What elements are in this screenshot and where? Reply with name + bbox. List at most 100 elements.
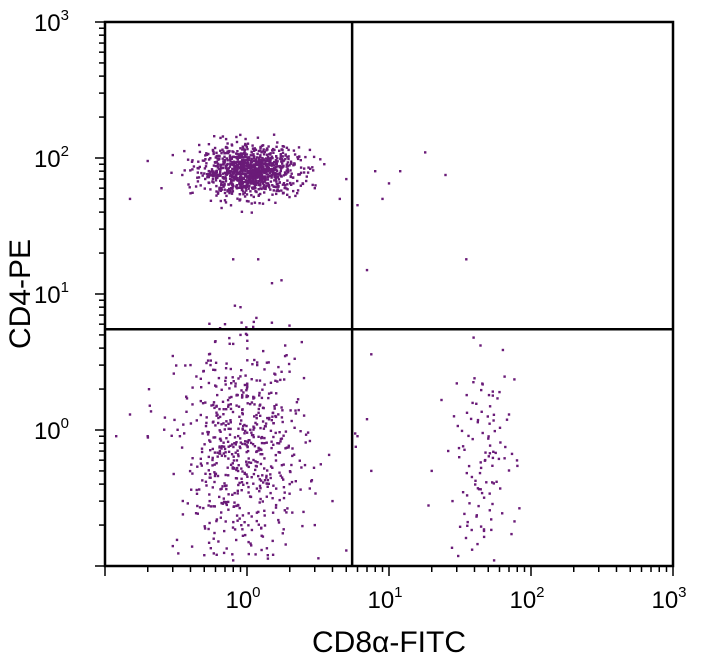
data-point [259, 462, 263, 466]
data-point [282, 145, 286, 148]
data-point [216, 166, 220, 169]
data-point [247, 156, 251, 160]
data-point [284, 184, 287, 187]
data-point [200, 447, 204, 450]
data-point [246, 449, 250, 453]
data-point [229, 463, 233, 466]
data-point [280, 476, 284, 479]
data-point [217, 191, 220, 194]
data-point [274, 178, 277, 182]
data-point [301, 524, 304, 528]
data-point [208, 439, 211, 442]
data-point [198, 150, 202, 154]
data-point [268, 186, 271, 189]
data-point [226, 189, 229, 192]
data-point [257, 449, 260, 452]
data-point [304, 441, 307, 444]
data-point [247, 159, 251, 162]
data-point [256, 363, 259, 367]
data-point [271, 147, 275, 151]
data-point [244, 167, 248, 171]
data-point [221, 180, 224, 184]
data-point [279, 378, 282, 382]
data-point [229, 444, 232, 447]
data-point [255, 156, 259, 159]
x-tick-exponent: 3 [678, 584, 686, 601]
data-point [252, 482, 255, 485]
data-point [214, 384, 217, 387]
data-point [229, 403, 232, 406]
data-point [226, 159, 229, 162]
data-point [254, 190, 257, 193]
data-point [249, 162, 252, 165]
data-point [250, 211, 253, 214]
data-point [244, 175, 247, 178]
data-point [245, 395, 248, 399]
data-point [491, 481, 494, 484]
data-point [290, 183, 293, 186]
data-point [292, 182, 295, 185]
data-point [495, 480, 498, 483]
data-point [291, 511, 294, 514]
data-point [225, 420, 228, 423]
data-point [263, 191, 266, 194]
data-point [247, 491, 250, 494]
data-point [226, 167, 230, 171]
data-point [263, 524, 267, 527]
data-point [262, 163, 266, 166]
data-point [248, 184, 251, 188]
data-point [231, 553, 234, 556]
data-point [240, 160, 243, 163]
data-point [304, 433, 308, 436]
data-point [257, 149, 261, 153]
data-point [186, 158, 190, 161]
data-point [214, 179, 218, 182]
data-point [227, 508, 230, 511]
data-point [187, 183, 190, 186]
data-point [231, 186, 234, 189]
data-point [474, 479, 477, 482]
data-point [277, 165, 280, 168]
data-point [259, 145, 262, 149]
data-point [276, 160, 279, 163]
data-point [221, 502, 224, 505]
data-point [282, 486, 286, 489]
data-point [296, 156, 299, 159]
data-point [245, 444, 248, 447]
data-point [263, 457, 266, 460]
data-point [284, 447, 287, 450]
data-point [220, 454, 224, 457]
data-point [172, 372, 175, 375]
data-point [258, 169, 261, 172]
data-point [263, 158, 266, 162]
data-point [469, 417, 473, 421]
data-point [272, 189, 275, 192]
data-point [258, 501, 261, 504]
data-point [319, 158, 322, 161]
data-point [214, 156, 217, 159]
data-point [254, 553, 257, 556]
data-point [263, 176, 266, 179]
data-point [234, 382, 237, 385]
data-point [226, 170, 229, 173]
data-point [228, 154, 232, 157]
data-point [255, 316, 258, 320]
data-point [219, 166, 222, 169]
data-point [374, 170, 377, 173]
data-point [290, 172, 293, 175]
data-point [213, 135, 216, 138]
data-point [231, 526, 235, 529]
data-point [254, 159, 258, 163]
data-point [183, 432, 186, 435]
data-point [365, 268, 369, 272]
data-point [275, 403, 278, 406]
data-point [188, 469, 192, 473]
data-point [251, 147, 255, 150]
data-point [245, 473, 248, 476]
data-point [258, 160, 262, 163]
data-point [269, 465, 273, 468]
data-point [247, 187, 250, 190]
data-point [257, 407, 260, 411]
data-point [264, 185, 267, 188]
